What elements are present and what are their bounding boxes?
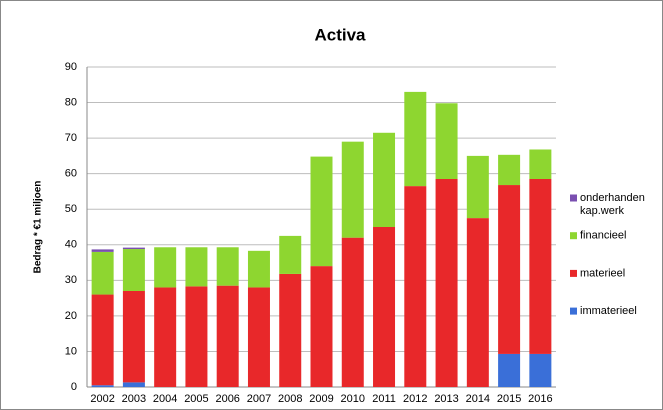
bar-segment xyxy=(216,247,239,286)
bar-segment xyxy=(91,251,114,295)
x-tick-label: 2015 xyxy=(497,393,521,405)
legend-label: immaterieel xyxy=(580,305,637,317)
bar-segment xyxy=(247,287,270,387)
bar-segment xyxy=(529,179,552,354)
y-tick-label: 30 xyxy=(65,274,77,286)
bar-segment xyxy=(310,156,333,267)
bar-segment xyxy=(373,132,396,227)
legend-label: financieel xyxy=(580,230,626,242)
bar-segment xyxy=(435,179,458,387)
x-tick-label: 2007 xyxy=(247,393,271,405)
bar-segment xyxy=(91,249,114,252)
legend-label: onderhanden kap.werk xyxy=(580,192,645,217)
bar-segment xyxy=(91,385,114,387)
bar-segment xyxy=(435,103,458,179)
legend-swatch xyxy=(570,194,577,202)
bar-segment xyxy=(498,154,521,186)
bar-segment xyxy=(341,237,364,387)
y-tick-label: 70 xyxy=(65,132,77,144)
x-tick-label: 2002 xyxy=(90,393,114,405)
bar-segment xyxy=(122,382,145,387)
x-tick-label: 2009 xyxy=(309,393,333,405)
bar-segment xyxy=(122,249,145,291)
bar-segment xyxy=(154,247,177,288)
bar-segment xyxy=(466,155,489,219)
y-tick-label: 20 xyxy=(65,310,77,322)
y-tick-label: 60 xyxy=(65,168,77,180)
x-tick-label: 2014 xyxy=(466,393,490,405)
bar-segment xyxy=(529,149,552,179)
bar-segment xyxy=(91,294,114,386)
bar-segment xyxy=(466,218,489,387)
x-tick-label: 2011 xyxy=(372,393,396,405)
x-tick-label: 2013 xyxy=(434,393,458,405)
x-tick-label: 2004 xyxy=(153,393,177,405)
bar-segment xyxy=(154,287,177,387)
y-tick-label: 10 xyxy=(65,345,77,357)
legend-swatch xyxy=(570,307,577,315)
bar-segment xyxy=(310,266,333,387)
y-tick-label: 90 xyxy=(65,61,77,73)
x-tick-label: 2006 xyxy=(215,393,239,405)
bar-segment xyxy=(279,273,302,387)
bar-segment xyxy=(341,141,364,238)
bar-segment xyxy=(122,247,145,250)
y-tick-label: 0 xyxy=(71,381,77,393)
x-tick-label: 2008 xyxy=(278,393,302,405)
x-tick-label: 2005 xyxy=(184,393,208,405)
x-tick-label: 2003 xyxy=(122,393,146,405)
bar-segment xyxy=(498,353,521,387)
legend-swatch xyxy=(570,269,577,277)
chart-title: Activa xyxy=(314,25,366,44)
x-tick-label: 2016 xyxy=(528,393,552,405)
bar-segment xyxy=(216,285,239,387)
bar-segment xyxy=(373,227,396,387)
y-axis-label: Bedrag * €1 miljoen xyxy=(33,181,44,274)
bar-segment xyxy=(185,247,208,287)
bar-segment xyxy=(122,291,145,383)
x-tick-label: 2012 xyxy=(403,393,427,405)
y-tick-label: 80 xyxy=(65,96,77,108)
legend-swatch xyxy=(570,232,577,240)
y-tick-label: 50 xyxy=(65,203,77,215)
bar-segment xyxy=(529,353,552,387)
bar-segment xyxy=(498,185,521,354)
bar-segment xyxy=(404,186,427,387)
bar-segment xyxy=(247,250,270,288)
bar-segment xyxy=(279,235,302,274)
y-tick-label: 40 xyxy=(65,239,77,251)
bar-segment xyxy=(185,286,208,387)
legend-label: materieel xyxy=(580,267,625,279)
x-tick-label: 2010 xyxy=(341,393,365,405)
bar-segment xyxy=(404,91,427,187)
